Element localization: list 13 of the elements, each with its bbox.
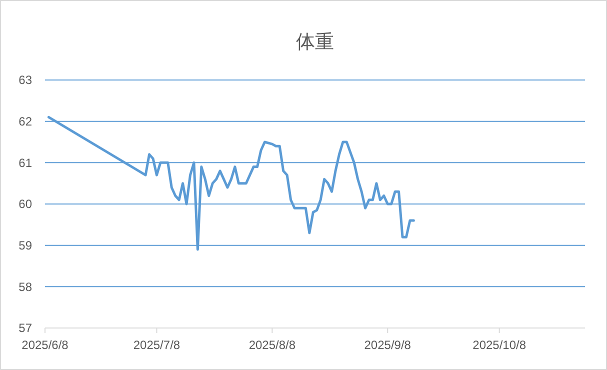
x-tick-label: 2025/9/8 (364, 338, 412, 352)
x-tick-label: 2025/7/8 (133, 338, 180, 352)
y-tick-label: 59 (18, 238, 32, 253)
y-tick-label: 58 (18, 280, 32, 294)
x-tick-label: 2025/6/8 (22, 338, 69, 352)
x-tick-label: 2025/10/8 (472, 338, 526, 352)
y-tick-label: 57 (18, 321, 32, 336)
y-tick-label: 62 (18, 114, 32, 129)
y-tick-label: 61 (18, 156, 32, 170)
x-tick-label: 2025/8/8 (248, 338, 296, 352)
y-tick-label: 63 (18, 73, 32, 88)
y-tick-label: 60 (18, 197, 32, 212)
chart-title: 体重 (296, 31, 334, 53)
